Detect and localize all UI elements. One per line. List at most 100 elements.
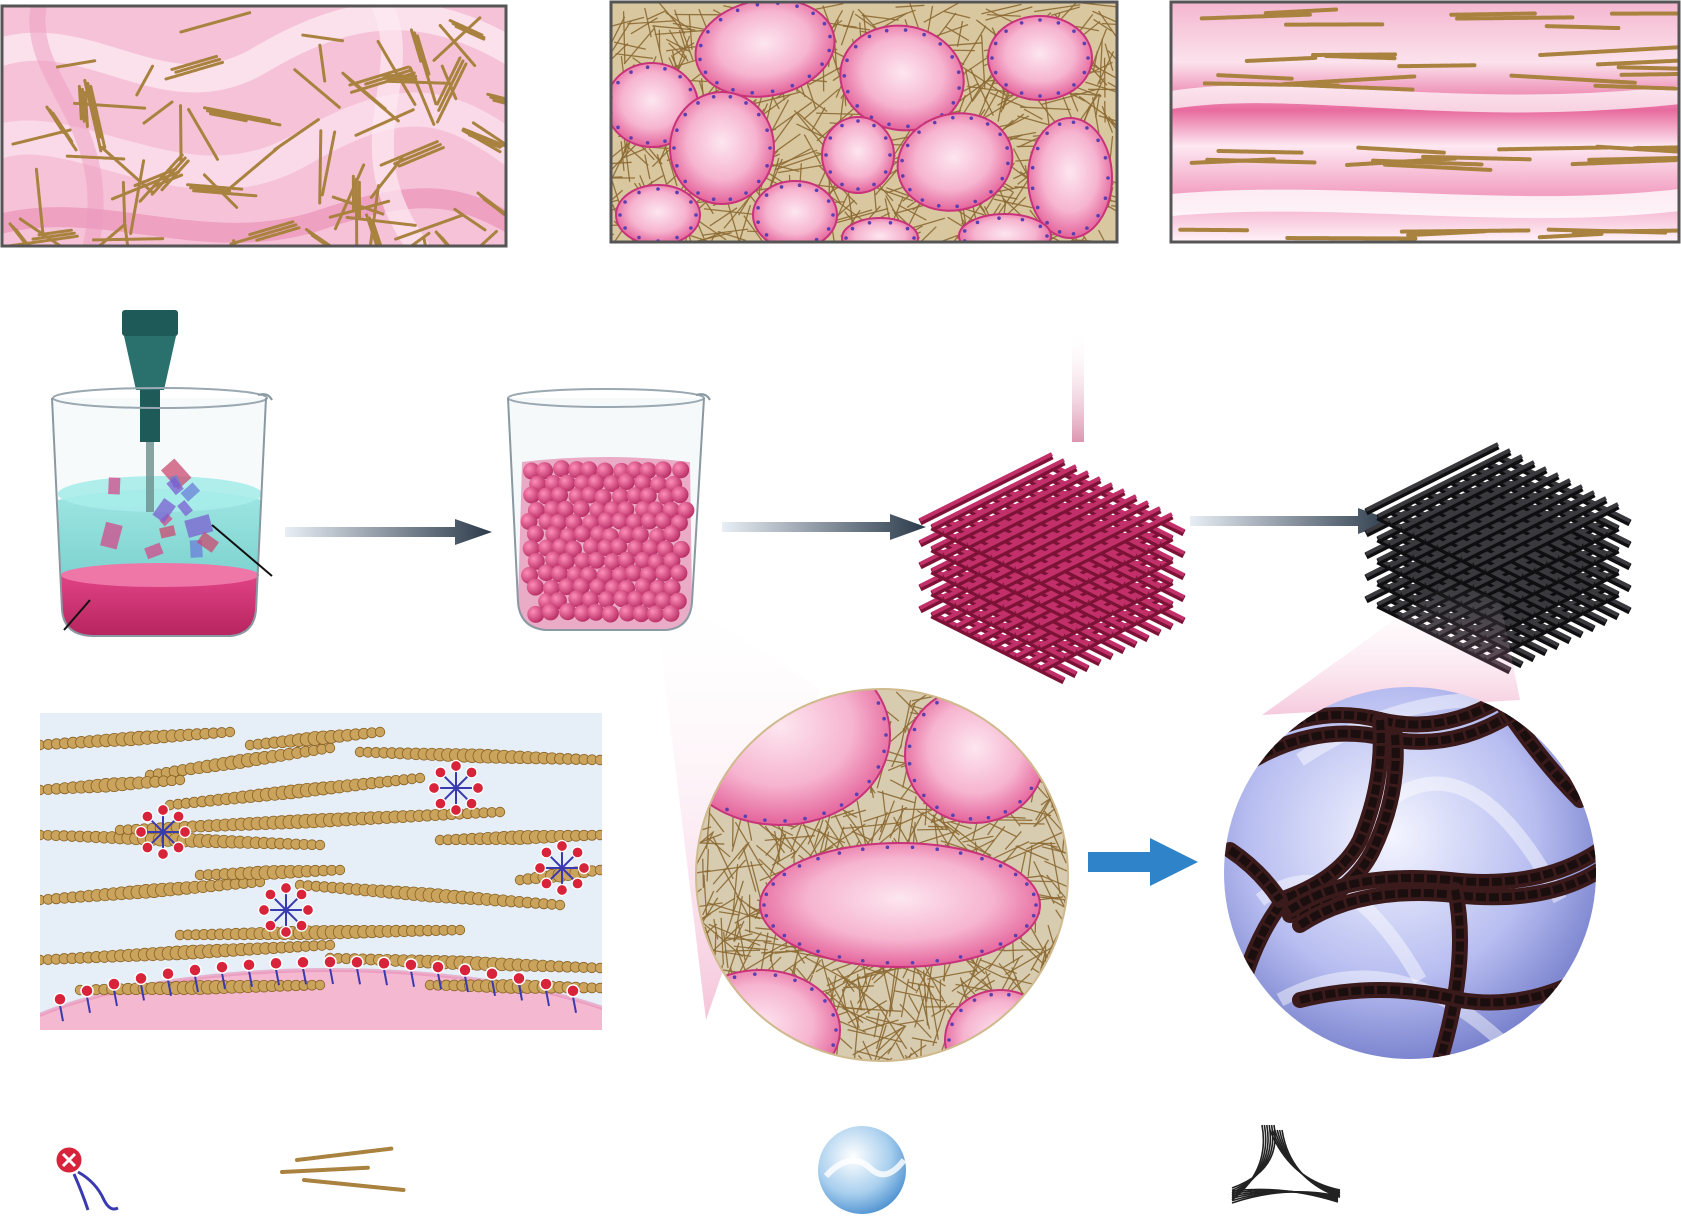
- surfactant-tail: [113, 989, 118, 1007]
- emulsion-droplet: [625, 513, 643, 531]
- surfactant-dot: [699, 1064, 703, 1068]
- network-strand: [856, 1050, 890, 1061]
- network-strand: [813, 819, 824, 847]
- surfactant-dot: [935, 958, 940, 963]
- fiber: [1595, 144, 1679, 154]
- network-strand: [710, 234, 716, 242]
- lattice-rod: [931, 458, 1065, 528]
- fiber: [134, 64, 155, 97]
- droplet: [896, 112, 1014, 212]
- surfactant-dot: [728, 94, 733, 99]
- network-strand: [1008, 1020, 1015, 1061]
- emulsion-droplet: [603, 553, 621, 571]
- fiber: [202, 106, 272, 122]
- droplet-body: [669, 91, 775, 205]
- emulsion-droplet: [598, 590, 616, 608]
- droplet: [944, 989, 1056, 1061]
- lattice-rod: [1027, 506, 1161, 576]
- network-strand: [946, 822, 992, 858]
- surfactant-dot: [810, 1069, 814, 1073]
- surfactant-tail: [302, 968, 307, 985]
- legend: [53, 1124, 1341, 1214]
- swirl-texture: [2, 6, 506, 246]
- network-strand: [897, 1019, 925, 1026]
- network-strand: [711, 1030, 752, 1061]
- surfactant-dot: [678, 74, 682, 79]
- fiber: [412, 31, 438, 107]
- print-nozzle-beam: [1072, 330, 1084, 442]
- droplet: [987, 15, 1093, 101]
- fiber: [1497, 145, 1610, 152]
- network-strand: [1078, 95, 1108, 117]
- fiber-bead: [594, 864, 602, 876]
- network-strand: [985, 6, 1033, 21]
- surfactant-dot: [972, 998, 977, 1002]
- network-strand: [776, 826, 784, 865]
- surfactant-dot: [1085, 226, 1089, 230]
- network-strand: [1088, 61, 1113, 75]
- network-strand: [871, 1063, 895, 1107]
- surfactant-tail: [329, 967, 334, 985]
- network-strand: [944, 10, 971, 19]
- network-strand: [1015, 1004, 1052, 1053]
- network-strand: [917, 983, 931, 1030]
- fiber: [1538, 45, 1679, 58]
- surfactant-dot: [703, 70, 708, 75]
- surfactant-dot: [763, 648, 767, 652]
- network-strand: [623, 27, 656, 65]
- network-strand: [738, 204, 752, 242]
- surfactant-dot: [957, 86, 961, 90]
- interface-surfactants: [53, 955, 580, 1022]
- network-strand: [652, 25, 696, 31]
- micelle-head: [301, 903, 315, 917]
- network-strand: [768, 101, 813, 134]
- fiber: [122, 218, 130, 246]
- surfactant-tail: [86, 996, 91, 1014]
- network-strand: [1018, 1026, 1057, 1061]
- network-strand: [1055, 753, 1068, 774]
- surfactant-dot: [851, 246, 855, 250]
- fiber: [301, 33, 345, 43]
- network-strand: [1107, 50, 1117, 62]
- network-strand: [747, 931, 762, 950]
- emulsion-droplet: [581, 486, 599, 504]
- network-strand: [974, 1048, 1004, 1061]
- network-strand: [1001, 954, 1024, 969]
- fiber: [393, 213, 464, 241]
- network-strand: [724, 933, 753, 942]
- carbon-fiber-network: [1224, 692, 1596, 1059]
- network-strand: [717, 1040, 742, 1056]
- surfactant-dot: [783, 647, 787, 651]
- emulsion-droplet: [537, 564, 555, 582]
- droplet: [752, 180, 838, 242]
- emulsion-droplet: [526, 578, 544, 596]
- surfactant-dot: [828, 170, 833, 174]
- surfactant-dot: [989, 992, 993, 997]
- surfactant-dot: [950, 55, 954, 59]
- surfactant-dot: [1057, 122, 1062, 126]
- network-strand: [719, 1044, 741, 1061]
- emulsion-droplet: [550, 565, 568, 583]
- surfactant-tail: [167, 979, 172, 996]
- network-strand: [1037, 994, 1058, 1039]
- surfactant-dot: [744, 101, 748, 105]
- network-strand: [1090, 28, 1108, 69]
- fiber: [208, 112, 249, 123]
- micelle-head: [571, 846, 584, 859]
- surfactant-dot: [912, 778, 917, 783]
- emulsion-droplet: [671, 486, 689, 504]
- fiber: [186, 183, 244, 191]
- fiber: [465, 130, 503, 148]
- emulsion-droplet: [551, 486, 569, 504]
- network-strand: [953, 1067, 1003, 1085]
- network-strand: [967, 85, 1012, 94]
- network-strand: [745, 1038, 750, 1061]
- network-strand: [1075, 25, 1100, 32]
- surfactant-dot: [1036, 735, 1041, 740]
- surfactant-dot: [1046, 1022, 1050, 1027]
- homogenizer-head: [122, 310, 178, 336]
- network-strand: [706, 836, 731, 858]
- network-strand: [865, 1015, 907, 1027]
- network-strand: [704, 1056, 725, 1061]
- network-strand: [975, 75, 997, 123]
